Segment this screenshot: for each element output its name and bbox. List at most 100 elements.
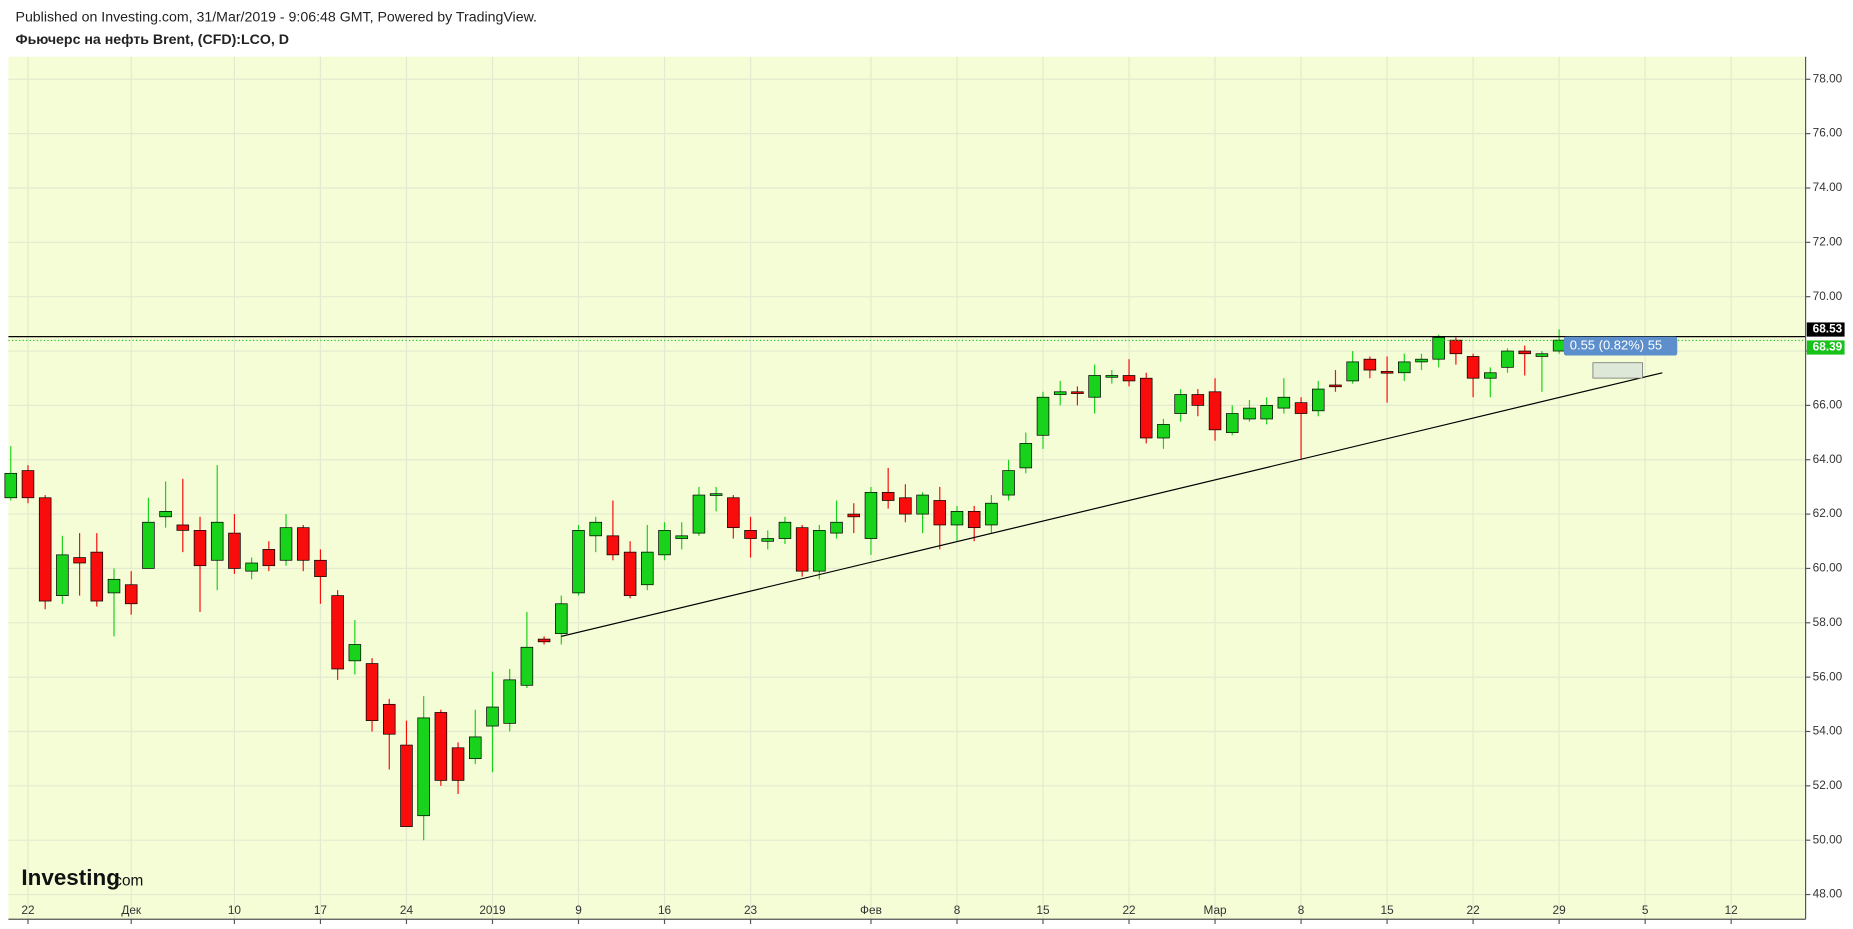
candle-body bbox=[107, 578, 121, 594]
candle-body bbox=[21, 470, 35, 499]
candle-body bbox=[228, 532, 241, 569]
plot-background bbox=[8, 56, 1806, 920]
candle-body bbox=[1122, 375, 1136, 382]
candle-body bbox=[193, 530, 207, 567]
candle-body bbox=[159, 511, 172, 518]
annotation: 0.55 (0.82%) 55 bbox=[1570, 338, 1662, 353]
x-tick-label: 2019 bbox=[479, 903, 505, 917]
x-tick-label: 8 bbox=[954, 903, 961, 917]
annotation-box bbox=[1563, 336, 1678, 356]
y-tick-label: 62.00 bbox=[1813, 506, 1843, 520]
candle-body bbox=[1466, 356, 1480, 379]
price-label: 68.39 bbox=[1813, 340, 1843, 354]
candle-body bbox=[1088, 375, 1101, 398]
candle-body bbox=[4, 472, 18, 499]
candle-body bbox=[1501, 350, 1514, 368]
trendline bbox=[561, 372, 1663, 637]
x-tick-label: 24 bbox=[400, 903, 414, 917]
y-tick-label: 54.00 bbox=[1813, 724, 1843, 738]
y-tick-label: 52.00 bbox=[1813, 778, 1843, 792]
candle-body bbox=[658, 530, 671, 556]
candle-body bbox=[520, 646, 534, 686]
candle-body bbox=[761, 538, 775, 542]
candle-body bbox=[73, 557, 86, 564]
x-tick-label: 8 bbox=[1298, 903, 1305, 917]
candle-body bbox=[279, 527, 293, 561]
y-tick-label: 78.00 bbox=[1813, 71, 1843, 85]
candle-body bbox=[1053, 391, 1067, 395]
y-tick-label: 48.00 bbox=[1813, 887, 1843, 901]
candle-body bbox=[314, 559, 327, 577]
candle-body bbox=[365, 663, 379, 721]
x-tick-label: 9 bbox=[575, 903, 582, 917]
x-tick-label: Фев bbox=[860, 903, 882, 917]
candle-body bbox=[331, 595, 344, 670]
candle-body bbox=[469, 736, 482, 760]
y-tick-label: 76.00 bbox=[1813, 126, 1843, 140]
candle-body bbox=[692, 494, 706, 534]
candle-body bbox=[967, 511, 981, 529]
y-tick-label: 66.00 bbox=[1813, 398, 1843, 412]
x-tick-label: 12 bbox=[1725, 903, 1738, 917]
x-tick-label: 22 bbox=[21, 903, 34, 917]
published-line: Published on Investing.com, 31/Mar/2019 … bbox=[15, 9, 536, 25]
candle-body bbox=[245, 562, 258, 572]
candle-body bbox=[1380, 371, 1394, 374]
candle-body bbox=[382, 703, 396, 735]
logo-brand: Investing bbox=[21, 865, 120, 890]
y-tick-label: 60.00 bbox=[1813, 561, 1843, 575]
candle-body bbox=[90, 551, 104, 602]
candle-body bbox=[38, 497, 52, 602]
candle-body bbox=[1277, 396, 1291, 409]
y-tick-label: 56.00 bbox=[1813, 669, 1843, 683]
candle-body bbox=[881, 491, 895, 501]
candle-body bbox=[1484, 372, 1497, 379]
candle-body bbox=[1139, 377, 1153, 439]
candle-body bbox=[864, 491, 878, 539]
x-tick-label: 23 bbox=[744, 903, 758, 917]
candle-body bbox=[451, 747, 465, 781]
logo-suffix: .com bbox=[110, 873, 143, 890]
candle-body bbox=[916, 494, 929, 515]
candle-body bbox=[1329, 384, 1342, 388]
candle-body bbox=[572, 530, 585, 594]
x-tick-label: 16 bbox=[658, 903, 672, 917]
candle-body bbox=[623, 551, 637, 596]
candle-body bbox=[348, 644, 362, 662]
x-tick-label: 10 bbox=[228, 903, 242, 917]
candle-body bbox=[296, 527, 310, 561]
candle-body bbox=[1312, 388, 1325, 412]
candle-body bbox=[985, 502, 998, 526]
measure-box bbox=[1592, 362, 1643, 379]
candle-body bbox=[142, 521, 155, 569]
candle-body bbox=[124, 584, 138, 605]
candle-body bbox=[1518, 350, 1531, 355]
candle-body bbox=[727, 497, 740, 529]
candle-body bbox=[589, 521, 602, 537]
x-tick-label: 22 bbox=[1122, 903, 1135, 917]
candle-body bbox=[1191, 394, 1205, 406]
candle-body bbox=[1432, 337, 1445, 360]
x-tick-label: Дек bbox=[121, 903, 142, 917]
candle-body bbox=[606, 535, 620, 556]
candle-body bbox=[555, 603, 568, 635]
candle-body bbox=[744, 530, 757, 539]
candle-body bbox=[56, 554, 69, 596]
instrument-title: Фьючерс на нефть Brent, (CFD):LCO, D bbox=[15, 32, 288, 48]
candle-body bbox=[1552, 339, 1566, 352]
candle-body bbox=[210, 521, 224, 561]
candle-body bbox=[1036, 396, 1050, 436]
y-tick-label: 74.00 bbox=[1813, 180, 1843, 194]
candle-body bbox=[1449, 339, 1463, 355]
candle-body bbox=[486, 706, 499, 727]
candle-body bbox=[1294, 402, 1308, 414]
candle-body bbox=[1019, 443, 1033, 469]
candle-body bbox=[1398, 361, 1411, 374]
candle-body bbox=[1243, 407, 1256, 420]
candle-body bbox=[830, 521, 843, 534]
y-tick-label: 50.00 bbox=[1813, 832, 1843, 846]
candle-body bbox=[1260, 405, 1273, 420]
candle-body bbox=[847, 513, 861, 518]
plot: 0.55 (0.82%) 55 bbox=[4, 56, 1806, 920]
